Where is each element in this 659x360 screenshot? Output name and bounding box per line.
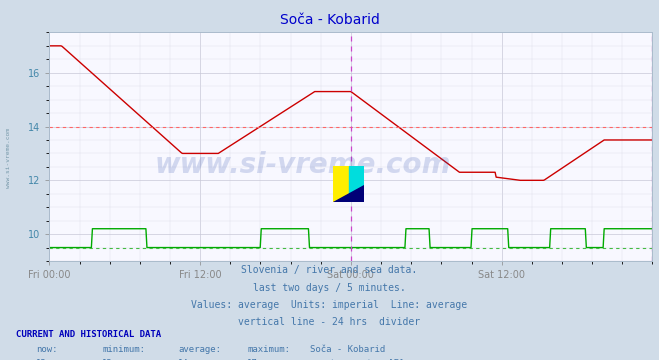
Polygon shape	[333, 185, 364, 202]
Text: Soča - Kobarid: Soča - Kobarid	[310, 345, 385, 354]
Bar	[349, 166, 364, 202]
Text: 14: 14	[178, 359, 188, 360]
Text: now:: now:	[36, 345, 58, 354]
Text: 17: 17	[247, 359, 258, 360]
Text: Values: average  Units: imperial  Line: average: Values: average Units: imperial Line: av…	[191, 300, 468, 310]
Text: minimum:: minimum:	[102, 345, 145, 354]
Text: www.si-vreme.com: www.si-vreme.com	[6, 129, 11, 188]
Text: last two days / 5 minutes.: last two days / 5 minutes.	[253, 283, 406, 293]
Text: Soča - Kobarid: Soča - Kobarid	[279, 13, 380, 27]
Text: 12: 12	[102, 359, 113, 360]
Text: CURRENT AND HISTORICAL DATA: CURRENT AND HISTORICAL DATA	[16, 330, 161, 339]
Text: www.si-vreme.com: www.si-vreme.com	[154, 151, 451, 179]
Text: temperature[F]: temperature[F]	[330, 359, 405, 360]
Text: average:: average:	[178, 345, 221, 354]
Bar	[333, 166, 349, 202]
Text: vertical line - 24 hrs  divider: vertical line - 24 hrs divider	[239, 317, 420, 327]
Text: maximum:: maximum:	[247, 345, 290, 354]
Text: Slovenia / river and sea data.: Slovenia / river and sea data.	[241, 265, 418, 275]
Text: 13: 13	[36, 359, 47, 360]
